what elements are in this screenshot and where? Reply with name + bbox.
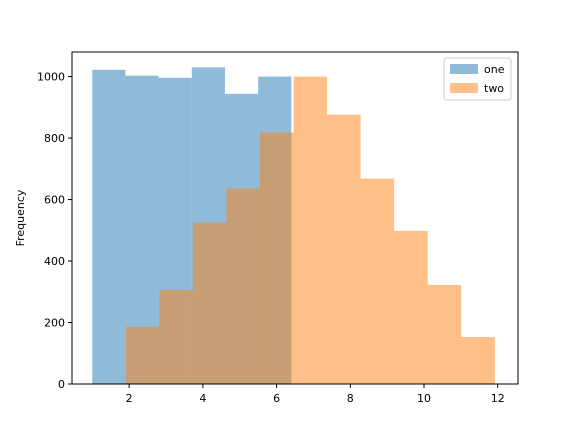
bar-two-9 <box>427 285 462 384</box>
bars-layer <box>92 67 495 385</box>
x-tick-label: 4 <box>199 392 206 405</box>
x-tick-label: 8 <box>347 392 354 405</box>
bar-two-1 <box>159 289 193 384</box>
bar-two-10 <box>461 336 495 384</box>
bar-two-2 <box>192 222 227 384</box>
legend-swatch-two <box>450 83 478 93</box>
legend: one two <box>443 57 512 101</box>
y-axis-label: Frequency <box>14 189 27 246</box>
y-tick-label: 0 <box>58 378 65 391</box>
bar-two-6 <box>327 114 361 385</box>
bar-two-3 <box>226 188 260 384</box>
y-tick-label: 200 <box>44 317 65 330</box>
y-tick-label: 400 <box>44 255 65 268</box>
plot-frame <box>71 51 519 385</box>
bar-two-4 <box>259 132 294 384</box>
bar-two-8 <box>394 230 428 384</box>
x-axis: 2 4 6 8 10 12 <box>126 384 505 405</box>
legend-label-two: two <box>484 82 504 95</box>
x-tick-label: 12 <box>491 392 505 405</box>
bar-two-7 <box>360 178 395 384</box>
legend-label-one: one <box>484 63 505 76</box>
y-tick-label: 800 <box>44 132 65 145</box>
x-tick-label: 10 <box>417 392 431 405</box>
x-tick-label: 6 <box>273 392 280 405</box>
y-axis: 0 200 400 600 800 1000 <box>37 71 72 391</box>
bar-two-5 <box>293 76 328 384</box>
legend-swatch-one <box>450 64 478 74</box>
bar-two-0 <box>125 326 160 384</box>
y-tick-label: 600 <box>44 194 65 207</box>
x-tick-label: 2 <box>126 392 133 405</box>
bar-one-0 <box>92 69 126 384</box>
y-tick-label: 1000 <box>37 71 65 84</box>
